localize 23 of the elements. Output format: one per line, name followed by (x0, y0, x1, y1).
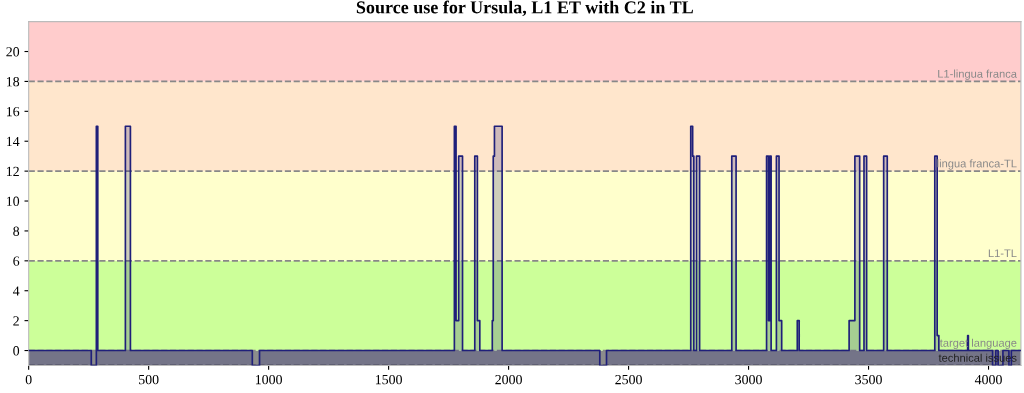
y-tick-label: 10 (6, 196, 20, 206)
ref-line-label: L1-lingua franca (938, 69, 1017, 80)
x-tick-label: 0 (25, 374, 32, 385)
x-tick-label: 2000 (495, 374, 522, 385)
chart-title: Source use for Ursula, L1 ET with C2 in TL (356, 0, 693, 17)
y-tick-label: 2 (13, 316, 19, 326)
y-tick-label: 18 (6, 77, 20, 87)
x-tick-label: 3500 (855, 374, 882, 385)
y-tick-label: 8 (13, 226, 20, 236)
y-tick-label: 14 (6, 136, 20, 147)
ref-line-label: L1-TL (988, 249, 1017, 258)
x-tick-label: 1500 (375, 374, 402, 385)
y-tick-label: 4 (12, 286, 20, 296)
y-tick-label: 6 (13, 256, 20, 266)
x-tick-label: 500 (139, 374, 159, 385)
x-tick-label: 2500 (615, 374, 642, 385)
x-tick-label: 1000 (255, 374, 282, 385)
y-tick-label: 16 (6, 106, 20, 117)
x-tick-label: 4000 (974, 374, 1002, 385)
y-tick-label: 20 (6, 47, 20, 57)
y-tick-label: 12 (6, 166, 19, 176)
y-tick-label: 0 (13, 346, 20, 356)
x-tick-label: 3000 (735, 374, 762, 385)
